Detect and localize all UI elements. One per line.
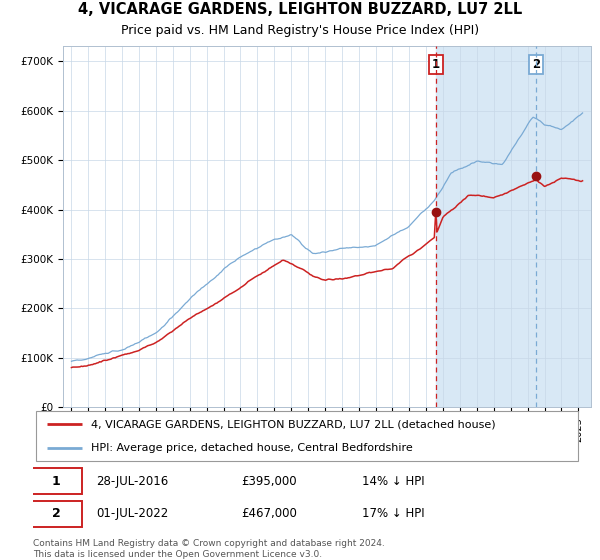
FancyBboxPatch shape — [36, 411, 578, 461]
Bar — [436, 46, 600, 407]
Text: 2: 2 — [52, 507, 61, 520]
Text: 01-JUL-2022: 01-JUL-2022 — [96, 507, 169, 520]
Text: 4, VICARAGE GARDENS, LEIGHTON BUZZARD, LU7 2LL (detached house): 4, VICARAGE GARDENS, LEIGHTON BUZZARD, L… — [91, 419, 495, 429]
Text: £395,000: £395,000 — [242, 474, 297, 488]
Text: £467,000: £467,000 — [242, 507, 298, 520]
Text: 1: 1 — [432, 58, 440, 71]
Text: 17% ↓ HPI: 17% ↓ HPI — [362, 507, 425, 520]
Text: 2: 2 — [532, 58, 540, 71]
Text: 4, VICARAGE GARDENS, LEIGHTON BUZZARD, LU7 2LL: 4, VICARAGE GARDENS, LEIGHTON BUZZARD, L… — [78, 2, 522, 17]
FancyBboxPatch shape — [30, 468, 82, 494]
Text: Price paid vs. HM Land Registry's House Price Index (HPI): Price paid vs. HM Land Registry's House … — [121, 24, 479, 37]
Text: HPI: Average price, detached house, Central Bedfordshire: HPI: Average price, detached house, Cent… — [91, 444, 412, 453]
Text: 28-JUL-2016: 28-JUL-2016 — [96, 474, 169, 488]
Text: Contains HM Land Registry data © Crown copyright and database right 2024.
This d: Contains HM Land Registry data © Crown c… — [33, 539, 385, 559]
FancyBboxPatch shape — [30, 501, 82, 527]
Text: 1: 1 — [52, 474, 61, 488]
Text: 14% ↓ HPI: 14% ↓ HPI — [362, 474, 425, 488]
